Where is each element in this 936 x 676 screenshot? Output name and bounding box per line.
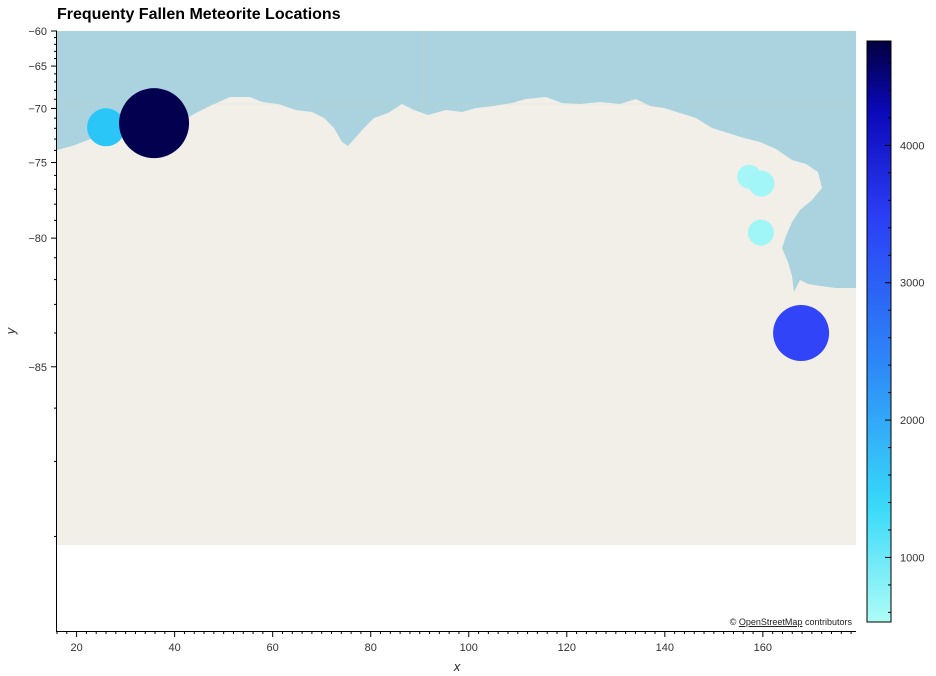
attribution-prefix: © <box>729 617 737 627</box>
colorbar-tick-label: 4000 <box>900 140 924 152</box>
colorbar-tick-label: 1000 <box>900 552 924 564</box>
chart-title: Frequenty Fallen Meteorite Locations <box>57 6 341 23</box>
x-tick-label: 40 <box>169 642 181 654</box>
x-tick-label: 120 <box>558 642 576 654</box>
colorbar-tick-label: 2000 <box>900 415 924 427</box>
colorbar-tick-label: 3000 <box>900 278 924 290</box>
x-tick-label: 140 <box>656 642 674 654</box>
map-attribution: © OpenStreetMap contributors <box>727 617 854 627</box>
x-axis-label: x <box>452 660 461 674</box>
colorbar-ticks: 1000 2000 3000 4000 <box>885 62 924 613</box>
x-tick-label: 160 <box>754 642 772 654</box>
y-tick-label: −75 <box>28 158 47 170</box>
meteorite-point <box>119 88 190 159</box>
x-ticks: 20 40 60 80 100 120 140 160 <box>56 631 852 654</box>
attribution-suffix: contributors <box>804 617 852 627</box>
x-tick-label: 80 <box>365 642 377 654</box>
meteorite-points <box>87 88 830 361</box>
x-tick-label: 20 <box>70 642 82 654</box>
y-tick-label: −60 <box>28 26 47 38</box>
y-tick-label: −65 <box>28 61 47 73</box>
antarctica-landmass <box>57 97 856 545</box>
x-tick-label: 60 <box>267 642 279 654</box>
meteorite-point <box>87 108 126 147</box>
y-axis-label: y <box>4 327 18 336</box>
y-tick-label: −80 <box>28 233 47 245</box>
y-ticks: −60 −65 −70 −75 −80 −85 <box>28 26 57 537</box>
meteorite-point <box>748 170 775 197</box>
colorbar: 1000 2000 3000 4000 <box>866 40 924 623</box>
meteorite-point <box>747 219 774 246</box>
meteorite-point <box>773 304 830 361</box>
x-tick-label: 100 <box>460 642 478 654</box>
osm-link[interactable]: OpenStreetMap <box>738 617 803 627</box>
axes: 20 40 60 80 100 120 140 160 −60−65−70−75−80−85 … <box>4 26 856 674</box>
colorbar-gradient <box>866 40 892 623</box>
y-tick-label: −85 <box>28 362 47 374</box>
y-tick-label: −70 <box>28 103 47 115</box>
